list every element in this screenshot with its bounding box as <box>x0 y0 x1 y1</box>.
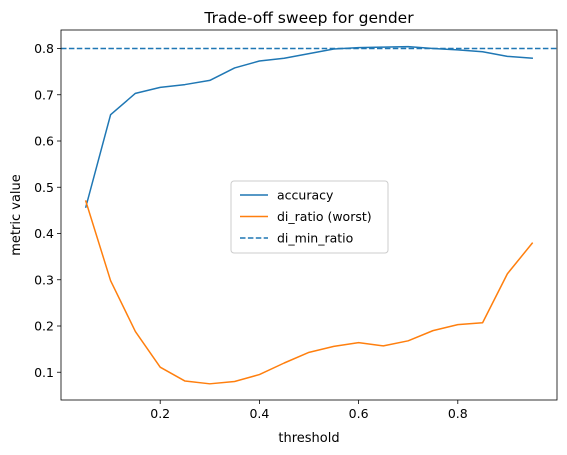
y-tick-label: 0.1 <box>34 365 54 380</box>
x-axis-label: threshold <box>278 431 339 446</box>
x-tick-label: 0.8 <box>448 406 468 421</box>
y-tick-label: 0.2 <box>34 319 54 334</box>
x-tick-label: 0.4 <box>249 406 269 421</box>
y-tick-label: 0.5 <box>34 180 54 195</box>
y-tick-label: 0.7 <box>34 87 54 102</box>
legend-label-di-min-ratio: di_min_ratio <box>277 231 353 246</box>
y-tick-label: 0.3 <box>34 272 54 287</box>
x-tick-label: 0.6 <box>349 406 369 421</box>
y-tick-label: 0.6 <box>34 134 54 149</box>
chart-title: Trade-off sweep for gender <box>203 9 414 27</box>
legend-label-di-ratio-worst: di_ratio (worst) <box>277 209 372 224</box>
y-axis-label: metric value <box>9 174 24 256</box>
y-tick-label: 0.4 <box>34 226 54 241</box>
legend: accuracy di_ratio (worst) di_min_ratio <box>231 181 388 253</box>
y-tick-label: 0.8 <box>34 41 54 56</box>
legend-label-accuracy: accuracy <box>277 188 334 203</box>
x-tick-label: 0.2 <box>150 406 170 421</box>
